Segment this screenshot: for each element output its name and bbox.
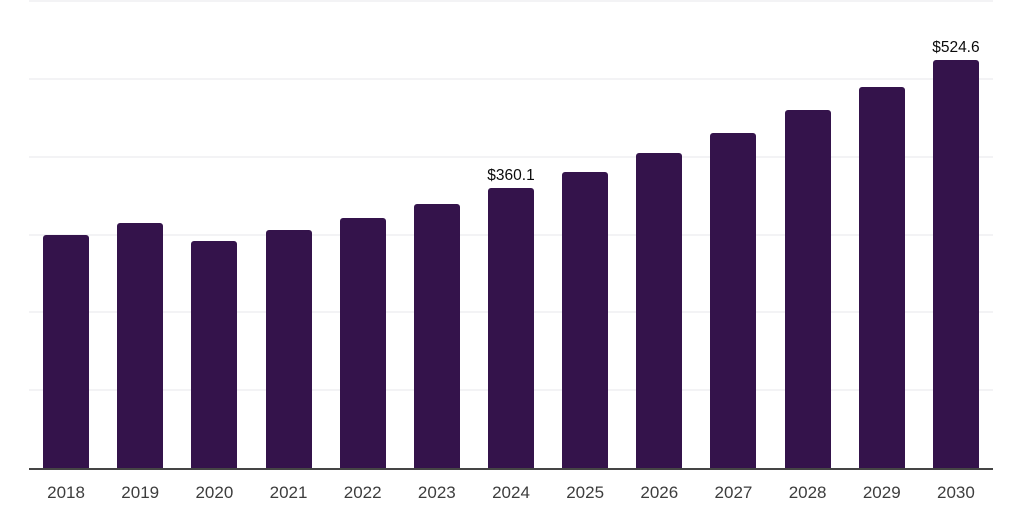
gridline-600: [29, 0, 993, 3]
bar-2028[interactable]: [784, 109, 831, 468]
bar-2019[interactable]: [117, 222, 164, 468]
x-tick-label-2025: 2025: [566, 483, 605, 502]
bar-value-label-2030: $524.6: [932, 39, 980, 57]
bar-2020[interactable]: [191, 240, 238, 468]
plot-area: $360.1 $524.6: [29, 0, 993, 468]
bar-2024[interactable]: [488, 187, 534, 468]
x-tick-label-2027: 2027: [714, 483, 753, 502]
x-tick-label-2019: 2019: [121, 483, 160, 502]
bar-2027[interactable]: [710, 133, 757, 468]
x-tick-label-2029: 2029: [862, 483, 901, 502]
bar-2021[interactable]: [265, 229, 312, 468]
bar-value-label-2024: $360.1: [487, 166, 535, 184]
bar-2022[interactable]: [339, 217, 386, 468]
x-axis: 2018 2019 2020 2021 2022 2023 2024 2025 2026 2027…: [29, 482, 993, 506]
gridline-500: [29, 78, 993, 81]
x-tick-label-2020: 2020: [195, 483, 234, 502]
x-tick-label-2021: 2021: [269, 483, 308, 502]
x-tick-label-2028: 2028: [788, 483, 827, 502]
x-tick-label-2022: 2022: [343, 483, 382, 502]
bar-2026[interactable]: [636, 153, 683, 468]
bar-2025[interactable]: [562, 172, 609, 468]
bar-2030[interactable]: [932, 60, 979, 468]
x-axis-line: [29, 468, 993, 470]
x-tick-label-2030: 2030: [937, 483, 975, 502]
x-tick-label-2018: 2018: [47, 483, 85, 502]
bar-2023[interactable]: [413, 204, 460, 468]
x-tick-label-2023: 2023: [417, 483, 456, 502]
bar-2018[interactable]: [43, 234, 90, 468]
gridline-400: [29, 155, 993, 158]
x-tick-label-2024: 2024: [492, 483, 530, 502]
x-tick-label-2026: 2026: [640, 483, 679, 502]
bar-2029[interactable]: [858, 86, 905, 468]
